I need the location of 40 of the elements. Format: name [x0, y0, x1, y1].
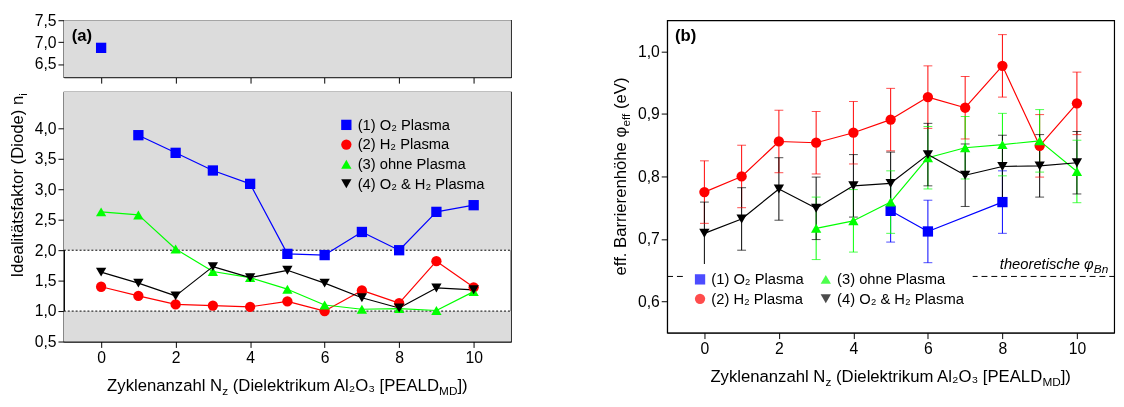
y-tick-label: 6,5 — [34, 55, 57, 73]
y-tick-label: 0,9 — [637, 105, 660, 123]
y-tick-label: 1,5 — [34, 272, 57, 290]
x-tick-label: 10 — [1068, 339, 1087, 357]
x-tick-label: 6 — [320, 348, 330, 366]
legend-label: (1) O₂ Plasma — [357, 116, 451, 133]
legend-label: (3) ohne Plasma — [837, 271, 946, 288]
x-tick-label: 6 — [924, 339, 934, 357]
y-tick-label: 0,5 — [34, 332, 57, 350]
annotation: (a) — [71, 25, 93, 45]
y-tick-label: 3,0 — [34, 180, 57, 198]
x-tick-label: 4 — [246, 348, 256, 366]
x-tick-label: 10 — [465, 348, 484, 366]
legend-label: (2) H₂ Plasma — [357, 136, 451, 153]
y-tick-label: 2,0 — [34, 241, 57, 259]
x-tick-label: 2 — [171, 348, 181, 366]
x-tick-label: 0 — [700, 339, 710, 357]
y-tick-label: 7,5 — [34, 11, 57, 29]
y-tick-label: 0,6 — [637, 292, 661, 310]
x-tick-label: 2 — [775, 339, 784, 357]
y-tick-label: 3,5 — [34, 150, 57, 168]
y-tick-label: 0,7 — [637, 230, 660, 248]
y-tick-label: 1,0 — [637, 42, 661, 60]
y-axis-title: eff. Barrierenhöhe φeff (eV) — [610, 77, 632, 276]
y-axis-title: Idealitätsfaktor (Diode) ni — [7, 93, 29, 278]
legend-label: (4) O₂ & H₂ Plasma — [357, 175, 486, 192]
legend-label: (2) H₂ Plasma — [711, 290, 804, 307]
x-tick-label: 8 — [998, 339, 1008, 357]
y-tick-label: 1,0 — [34, 302, 57, 320]
y-tick-label: 0,8 — [637, 167, 661, 185]
legend-label: (1) O₂ Plasma — [711, 271, 805, 288]
x-tick-label: 8 — [395, 348, 405, 366]
x-tick-label: 0 — [97, 348, 107, 366]
y-tick-label: 7,0 — [34, 33, 57, 51]
legend-label: (4) O₂ & H₂ Plasma — [837, 290, 965, 307]
x-tick-label: 4 — [849, 339, 859, 357]
annotation: (b) — [674, 25, 697, 45]
y-tick-label: 2,5 — [34, 211, 57, 229]
legend-label: (3) ohne Plasma — [357, 156, 467, 173]
y-tick-label: 4,0 — [34, 119, 57, 137]
